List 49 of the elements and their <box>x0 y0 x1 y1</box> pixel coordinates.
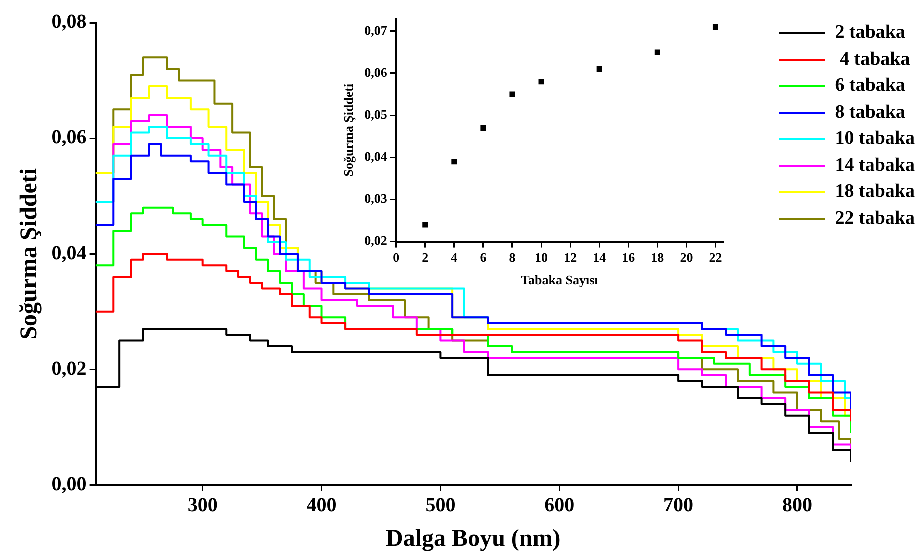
legend-label: 8 tabaka <box>835 100 906 124</box>
point <box>596 66 602 72</box>
point <box>654 50 660 56</box>
x-tick-label: 600 <box>544 494 575 516</box>
y-tick-label: 0,04 <box>52 242 87 264</box>
legend-label: 14 tabaka <box>835 154 915 178</box>
x-tick-label: 18 <box>651 250 665 265</box>
point <box>712 24 719 30</box>
x-tick-label: 10 <box>535 250 548 265</box>
point <box>422 222 428 228</box>
y-tick-label: 0,02 <box>364 233 388 248</box>
point <box>452 159 458 165</box>
x-tick-label: 0 <box>393 250 400 265</box>
y-tick-label: 0,00 <box>52 473 87 496</box>
y-tick-label: 0,02 <box>52 358 87 380</box>
x-tick-label: 16 <box>622 250 636 265</box>
legend-label: 22 tabaka <box>835 206 915 230</box>
x-axis-title: Dalga Boyu (nm) <box>386 526 561 552</box>
point <box>538 79 544 85</box>
legend-label: 18 tabaka <box>835 180 915 204</box>
y-tick-label: 0,07 <box>364 22 388 38</box>
x-tick-label: 8 <box>509 250 516 265</box>
y-tick-label: 0,03 <box>364 191 388 206</box>
y-tick-label: 0,06 <box>52 126 87 149</box>
point <box>510 92 516 98</box>
y-axis-title: Soğurma Şiddeti <box>16 168 43 340</box>
x-tick-label: 12 <box>564 250 578 265</box>
x-tick-label: 800 <box>782 494 812 516</box>
y-axis-title: Soğurma Şiddeti <box>341 84 356 177</box>
point <box>480 125 486 131</box>
x-tick-label: 20 <box>680 250 694 265</box>
legend-label: 6 tabaka <box>835 74 906 98</box>
y-tick-label: 0,04 <box>364 149 388 164</box>
x-tick-label: 22 <box>709 250 722 265</box>
legend-label: 2 tabaka <box>835 21 906 45</box>
legend-label: 4 tabaka <box>839 48 910 72</box>
x-tick-label: 4 <box>451 250 458 265</box>
x-tick-label: 700 <box>664 494 694 516</box>
x-tick-label: 500 <box>426 494 456 516</box>
legend-label: 10 tabaka <box>835 127 915 151</box>
x-tick-label: 6 <box>480 250 488 265</box>
x-tick-label: 400 <box>306 494 337 516</box>
y-tick-label: 0,05 <box>364 106 388 122</box>
x-tick-label: 2 <box>422 250 429 265</box>
x-tick-label: 14 <box>593 250 607 265</box>
y-tick-label: 0,08 <box>52 11 87 34</box>
x-axis-title: Tabaka Sayısı <box>521 272 599 288</box>
y-tick-label: 0,06 <box>364 64 388 80</box>
x-tick-label: 300 <box>188 494 218 516</box>
